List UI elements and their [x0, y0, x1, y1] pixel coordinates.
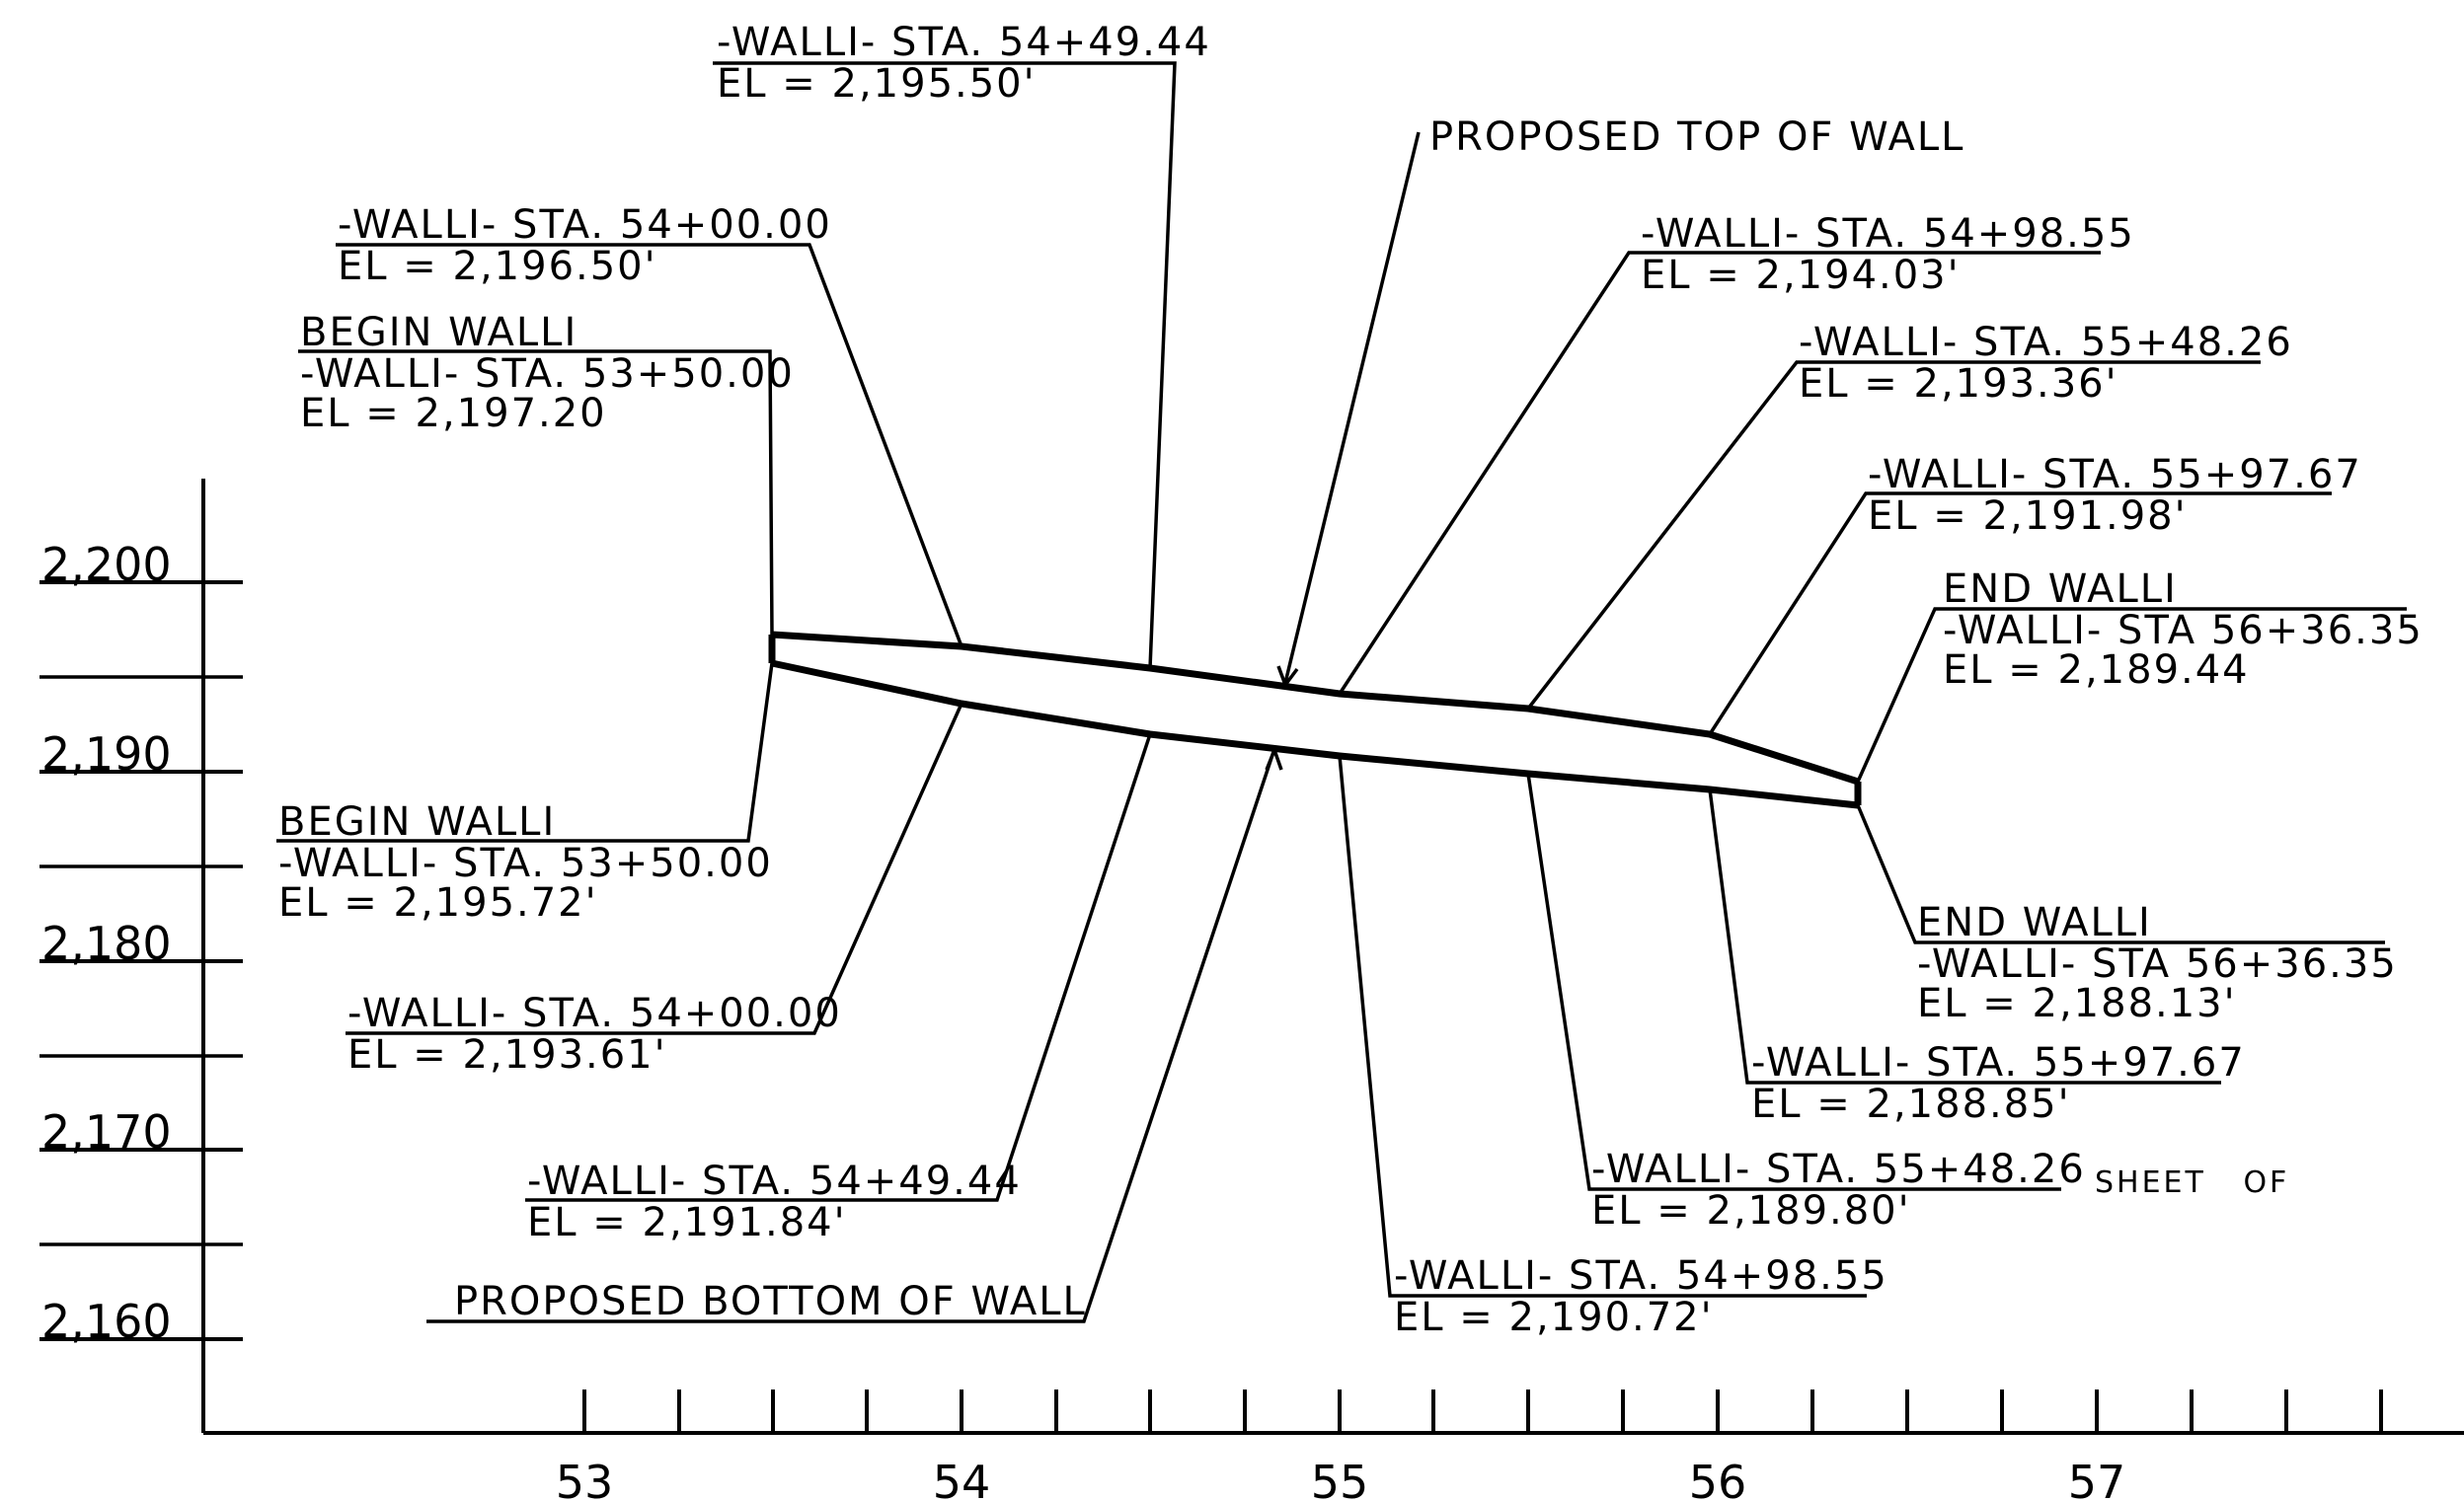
wall-profile	[768, 631, 1862, 809]
axes	[39, 479, 2464, 1435]
leader-line	[336, 243, 963, 647]
elevation-label: EL = 2,188.13'	[1917, 981, 2237, 1026]
end-wall-label: END WALLI	[1943, 566, 2178, 612]
leader-line	[1708, 789, 2221, 1085]
station-label: -WALLI- STA. 54+00.00	[347, 991, 842, 1036]
station-label: -WALLI- STA. 54+98.55	[1641, 211, 2135, 257]
bottom-leaders	[276, 662, 2385, 1323]
leader-line	[1338, 755, 1867, 1298]
leader-line	[1283, 131, 1421, 684]
x-tick-label: 56	[1689, 1456, 1747, 1502]
leader-line	[1856, 607, 2407, 783]
y-tick-labels: 2,200 2,190 2,180 2,170 2,160	[41, 538, 172, 1348]
leader-line	[1526, 773, 2061, 1191]
leader-line	[298, 349, 774, 636]
station-label: -WALLI- STA 56+36.35	[1943, 608, 2424, 653]
proposed-bottom-label: PROPOSED BOTTOM OF WALL	[454, 1279, 1087, 1324]
y-tick-label: 2,190	[41, 727, 172, 781]
elevation-label: EL = 2,197.20	[300, 391, 607, 436]
elevation-label: EL = 2,191.84'	[527, 1200, 847, 1245]
station-label: -WALLI- STA. 55+97.67	[1868, 452, 2362, 497]
leader-line	[713, 61, 1177, 669]
station-label: -WALLI- STA. 55+48.26	[1591, 1147, 2086, 1192]
leader-line	[276, 662, 774, 843]
y-tick-label: 2,180	[41, 917, 172, 970]
y-tick-label: 2,200	[41, 538, 172, 591]
station-label: -WALLI- STA. 55+48.26	[1799, 320, 2293, 365]
leader-line	[1526, 360, 2261, 711]
elevation-label: EL = 2,191.98'	[1868, 493, 2188, 539]
station-label: -WALLI- STA 56+36.35	[1917, 941, 2398, 987]
elevation-label: EL = 2,195.50'	[717, 61, 1037, 107]
x-tick-labels: 53 54 55 56 57	[556, 1456, 2126, 1502]
arrow-head	[1265, 745, 1283, 771]
station-label: -WALLI- STA. 54+00.00	[338, 202, 832, 248]
top-labels: -WALLI- STA. 54+49.44 EL = 2,195.50' -WA…	[300, 20, 2424, 693]
y-tick-label: 2,160	[41, 1295, 172, 1348]
elevation-label: EL = 2,195.72'	[278, 880, 598, 926]
leader-line	[1856, 804, 2385, 944]
x-tick-label: 54	[933, 1456, 991, 1502]
elevation-label: EL = 2,193.61'	[347, 1032, 667, 1078]
station-label: -WALLI- STA. 54+49.44	[527, 1159, 1022, 1204]
leader-line	[1708, 491, 2332, 735]
sheet-of-label: SHEET OF	[2095, 1165, 2289, 1200]
arrow-head	[1276, 665, 1299, 689]
bottom-labels: BEGIN WALLI -WALLI- STA. 53+50.00 EL = 2…	[278, 799, 2398, 1340]
x-tick-label: 55	[1311, 1456, 1369, 1502]
station-label: -WALLI- STA. 54+98.55	[1394, 1253, 1888, 1299]
top-leaders	[298, 61, 2407, 783]
elevation-label: EL = 2,188.85'	[1751, 1082, 2071, 1127]
y-tick-label: 2,170	[41, 1105, 172, 1159]
x-tick-label: 57	[2068, 1456, 2126, 1502]
elevation-label: EL = 2,193.36'	[1799, 361, 2118, 407]
station-label: -WALLI- STA. 53+50.00	[300, 351, 795, 397]
leader-line	[1338, 251, 2101, 695]
begin-wall-label: BEGIN WALLI	[300, 310, 578, 355]
station-label: -WALLI- STA. 53+50.00	[278, 841, 773, 886]
end-wall-label: END WALLI	[1917, 900, 2152, 945]
leader-line	[346, 703, 963, 1035]
elevation-label: EL = 2,189.80'	[1591, 1188, 1911, 1234]
begin-wall-label: BEGIN WALLI	[278, 799, 556, 845]
elevation-label: EL = 2,196.50'	[338, 244, 657, 289]
leader-line	[426, 751, 1275, 1323]
station-label: -WALLI- STA. 55+97.67	[1751, 1040, 2246, 1086]
station-label: -WALLI- STA. 54+49.44	[717, 20, 1211, 65]
elevation-label: EL = 2,189.44	[1943, 647, 2250, 693]
x-tick-label: 53	[556, 1456, 614, 1502]
leader-line	[525, 733, 1152, 1202]
proposed-top-label: PROPOSED TOP OF WALL	[1429, 114, 1964, 160]
elevation-label: EL = 2,190.72'	[1394, 1295, 1714, 1340]
elevation-label: EL = 2,194.03'	[1641, 253, 1961, 298]
